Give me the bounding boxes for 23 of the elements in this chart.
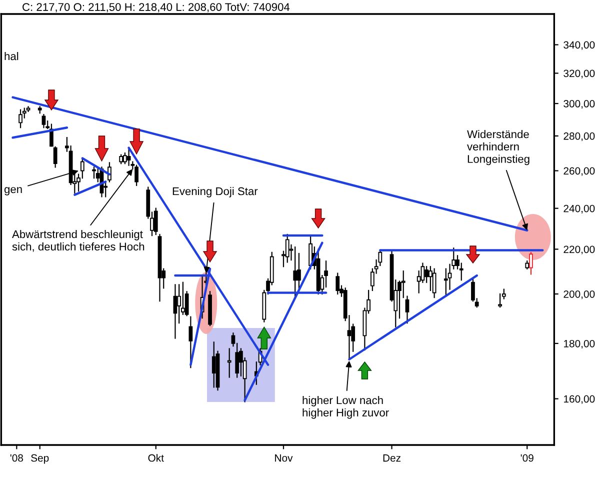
y-tick-label: 200,00: [564, 290, 595, 300]
y-tick-label: 220,00: [564, 246, 595, 254]
y-tick-label: 320,00: [564, 70, 595, 78]
annotation: hal: [4, 52, 18, 60]
y-tick-label: 180,00: [564, 340, 595, 349]
x-tick-label: Okt: [148, 454, 164, 462]
y-tick-label: 260,00: [564, 167, 595, 176]
annotation: gen: [4, 187, 22, 196]
x-tick-label: Nov: [275, 454, 293, 462]
y-tick-label: 300,00: [564, 100, 595, 109]
annotation: higher Low nach higher High zuvor: [302, 396, 389, 419]
x-tick-label: Sep: [31, 454, 49, 464]
y-tick-label: 340,00: [564, 41, 595, 50]
annotation: Evening Doji Star: [172, 187, 258, 198]
x-tick-label: Dez: [383, 454, 401, 462]
y-tick-label: 240,00: [564, 204, 595, 214]
annotation: Abwärtstrend beschleunigt sich, deutlich tieferes Hoch: [12, 230, 144, 252]
y-tick-label: 280,00: [564, 132, 595, 142]
annotation: Widerstände verhindern Longeinstieg: [467, 130, 530, 166]
y-tick-label: 160,00: [564, 395, 595, 404]
x-tick-label: '09: [520, 454, 534, 462]
chart-title: C: 217,70 O: 211,50 H: 218,40 L: 208,60 TotV: 740904: [22, 3, 290, 12]
x-tick-label: '08: [10, 454, 23, 462]
